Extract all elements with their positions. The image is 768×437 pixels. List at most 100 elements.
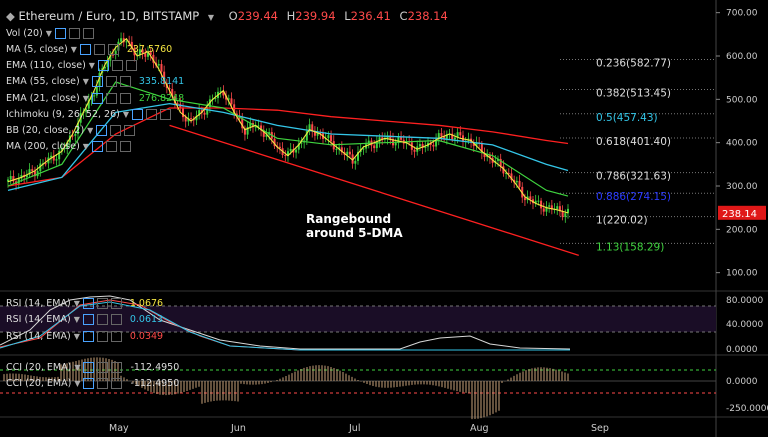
- candle-body: [327, 135, 330, 139]
- indicator-vol[interactable]: Vol (20) ▼: [6, 28, 94, 40]
- candle-body: [262, 130, 265, 137]
- candle-body: [230, 98, 233, 105]
- ema55-value: 335.8141: [138, 76, 185, 87]
- candle-body: [518, 180, 521, 187]
- candle-body: [120, 38, 123, 42]
- candle-body: [31, 169, 34, 172]
- rsi-label-2[interactable]: RSI (14, EMA) ▼ 0.0613: [6, 314, 164, 325]
- candle-body: [453, 137, 456, 140]
- close-icon: [124, 125, 136, 136]
- candle-body: [567, 208, 569, 214]
- indicator-ema55[interactable]: EMA (55, close) ▼ 335.8141: [6, 76, 185, 87]
- cci-label-1[interactable]: CCI (20, EMA) ▼ -112.4950: [6, 362, 180, 373]
- descending-trendline: [169, 124, 579, 256]
- eye-icon: [132, 109, 143, 120]
- indicator-ema110[interactable]: EMA (110, close) ▼: [6, 60, 137, 72]
- candle-body: [106, 60, 109, 67]
- candle-body: [537, 200, 540, 202]
- candle-body: [87, 99, 90, 109]
- candle-body: [71, 135, 74, 137]
- indicator-bb[interactable]: BB (20, close, 2) ▼: [6, 125, 136, 137]
- candle-body: [187, 118, 190, 122]
- candle-body: [190, 118, 193, 120]
- candle-body: [424, 146, 427, 148]
- indicator-ma5[interactable]: MA (5, close) ▼ 237.5760: [6, 44, 173, 55]
- candle-body: [257, 125, 260, 127]
- candle-body: [497, 158, 499, 161]
- price-badge-text: 238.14: [722, 209, 757, 220]
- candle-body: [456, 132, 459, 138]
- indicator-ichimoku[interactable]: Ichimoku (9, 26, 52, 26) ▼: [6, 109, 171, 121]
- candle-body: [472, 142, 475, 147]
- settings-icon: [105, 93, 117, 104]
- x-tick-label: Aug: [470, 423, 489, 434]
- candle-body: [152, 54, 155, 63]
- candle-body: [338, 147, 341, 149]
- candle-body: [98, 72, 101, 86]
- close-key: C: [399, 9, 408, 23]
- rsi-label-3[interactable]: RSI (14, EMA) ▼ 0.0349: [6, 331, 164, 342]
- low-value: 236.41: [350, 9, 391, 23]
- candle-body: [297, 143, 300, 150]
- candle-body: [12, 176, 15, 182]
- settings-icon: [93, 44, 105, 55]
- candle-body: [348, 151, 351, 155]
- price-tick-label: 300.00: [726, 182, 758, 192]
- candle-body: [311, 124, 314, 132]
- candle-body: [351, 154, 354, 164]
- ma5-line: [7, 37, 569, 214]
- candle-body: [413, 149, 416, 152]
- candle-body: [182, 108, 184, 118]
- settings-icon: [146, 109, 157, 120]
- rsi-line: [0, 295, 571, 350]
- price-tick-label: 600.00: [726, 52, 758, 62]
- ema21-value: 276.8248: [138, 93, 185, 104]
- candle-body: [44, 163, 47, 165]
- candle-body: [284, 154, 287, 157]
- ohlc-readout: O239.44 H239.94 L236.41 C238.14: [224, 9, 448, 23]
- close-icon: [119, 76, 131, 87]
- indicator-ma200[interactable]: MA (200, close) ▼: [6, 141, 131, 153]
- close-icon: [119, 141, 131, 152]
- cci-label-2[interactable]: CCI (20, EMA) ▼ -112.4950: [6, 378, 180, 389]
- close-icon: [125, 60, 137, 71]
- candle-body: [235, 113, 238, 116]
- candle-body: [206, 107, 209, 115]
- candle-body: [28, 169, 31, 175]
- annotation-line-2: around 5-DMA: [306, 226, 403, 240]
- close-icon: [160, 109, 171, 120]
- chart-title: ◆ Ethereum / Euro, 1D, BITSTAMP ▼ O239.4…: [6, 10, 448, 24]
- eye-icon: [54, 28, 66, 39]
- candle-body: [125, 41, 128, 43]
- candle-body: [163, 71, 166, 84]
- fib-label: 0.236(582.77): [596, 57, 671, 69]
- high-key: H: [286, 9, 296, 23]
- candle-body: [66, 142, 69, 148]
- candle-body: [7, 179, 9, 182]
- chevron-down-icon[interactable]: ▼: [207, 13, 215, 22]
- close-value: 238.14: [407, 9, 448, 23]
- candle-body: [459, 132, 462, 136]
- indicator-ema21[interactable]: EMA (21, close) ▼ 276.8248: [6, 93, 185, 104]
- candle-body: [534, 200, 537, 204]
- eye-icon: [91, 93, 103, 104]
- candle-body: [367, 140, 370, 145]
- candle-body: [138, 49, 141, 55]
- candle-body: [362, 148, 365, 150]
- candle-body: [149, 52, 152, 55]
- eye-icon: [91, 141, 103, 152]
- rsi-label-1[interactable]: RSI (14, EMA) ▼ 1.0676: [6, 298, 164, 309]
- candle-body: [147, 52, 149, 57]
- candle-body: [354, 160, 357, 164]
- candle-body: [265, 134, 268, 137]
- open-value: 239.44: [237, 9, 278, 23]
- eye-icon: [79, 44, 91, 55]
- symbol-label[interactable]: Ethereum / Euro, 1D, BITSTAMP: [18, 9, 200, 23]
- candle-body: [475, 142, 478, 147]
- candle-body: [74, 133, 77, 136]
- ema55-line: [7, 103, 569, 191]
- price-badge: [718, 205, 766, 220]
- candle-body: [93, 95, 96, 97]
